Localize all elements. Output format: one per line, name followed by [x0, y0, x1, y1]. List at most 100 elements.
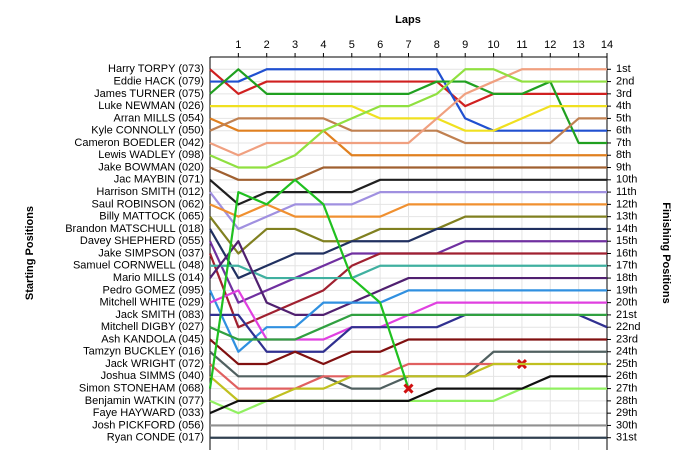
driver-label: Harry TORPY (073) — [108, 63, 204, 75]
x-tick-label: 6 — [377, 39, 383, 51]
x-tick-label: 5 — [349, 39, 355, 51]
driver-label: Ryan CONDE (017) — [107, 432, 204, 444]
y2-tick-label: 23rd — [616, 333, 638, 345]
driver-label: Pedro GOMEZ (095) — [103, 284, 204, 296]
position-line — [209, 68, 607, 157]
y2-tick-label: 10th — [616, 174, 637, 186]
position-line — [209, 313, 607, 341]
x-tick-label: 3 — [292, 39, 298, 51]
driver-label: Ash KANDOLA (045) — [101, 333, 204, 345]
y2-tick-label: 13th — [616, 211, 637, 223]
driver-label: Jake BOWMAN (020) — [98, 161, 204, 173]
driver-label: Cameron BOEDLER (042) — [74, 137, 204, 149]
x-tick-label: 10 — [487, 39, 499, 51]
y2-tick-label: 8th — [616, 149, 631, 161]
y2-tick-label: 4th — [616, 100, 631, 112]
position-line — [209, 362, 607, 402]
position-line — [209, 203, 607, 218]
driver-label: Saul ROBINSON (062) — [92, 198, 204, 210]
position-line — [209, 68, 607, 145]
position-line — [209, 190, 607, 231]
y2-tick-label: 5th — [616, 112, 631, 124]
x-tick-label: 2 — [264, 39, 270, 51]
driver-label: Mitchell DIGBY (027) — [101, 321, 204, 333]
driver-label: Jake SIMPSON (037) — [98, 247, 204, 259]
y2-tick-label: 20th — [616, 297, 637, 309]
x-tick-label: 8 — [434, 39, 440, 51]
x-tick-label: 13 — [573, 39, 585, 51]
driver-label: Eddie HACK (079) — [114, 75, 205, 87]
driver-label: Kyle CONNOLLY (050) — [91, 125, 204, 137]
driver-label: Billy MATTOCK (065) — [99, 211, 204, 223]
x-tick-label: 9 — [462, 39, 468, 51]
driver-label: James TURNER (075) — [94, 88, 204, 100]
x-tick-label: 14 — [601, 39, 613, 51]
y2-tick-label: 28th — [616, 395, 637, 407]
driver-label: Brandon MATSCHULL (018) — [65, 223, 204, 235]
y2-tick-label: 21st — [616, 309, 637, 321]
position-line — [209, 375, 607, 415]
y2-tick-label: 2nd — [616, 75, 634, 87]
y2-tick-label: 7th — [616, 137, 631, 149]
y2-tick-label: 16th — [616, 247, 637, 259]
y2-tick-label: 26th — [616, 370, 637, 382]
position-line — [209, 215, 607, 255]
position-line — [209, 68, 607, 108]
driver-label: Mitchell WHITE (029) — [99, 297, 204, 309]
y2-tick-label: 29th — [616, 407, 637, 419]
driver-label: Jack SMITH (083) — [115, 309, 204, 321]
y2-tick-label: 30th — [616, 419, 637, 431]
chart-title: Laps — [395, 14, 421, 26]
driver-label: Jack WRIGHT (072) — [105, 358, 204, 370]
retired-marker — [403, 383, 414, 394]
x-tick-label: 12 — [544, 39, 556, 51]
y2-tick-label: 31st — [616, 432, 637, 444]
y2-tick-label: 25th — [616, 358, 637, 370]
y2-tick-label: 3rd — [616, 88, 632, 100]
driver-label: Simon STONEHAM (068) — [79, 383, 204, 395]
y2-tick-label: 17th — [616, 260, 637, 272]
position-line — [209, 338, 607, 366]
y2-tick-label: 6th — [616, 125, 631, 137]
driver-label: Luke NEWMAN (026) — [98, 100, 204, 112]
position-line — [208, 252, 607, 329]
y2-tick-label: 15th — [616, 235, 637, 247]
x-tick-label: 1 — [235, 39, 241, 51]
position-line — [209, 68, 607, 169]
driver-label: Faye HAYWARD (033) — [93, 407, 204, 419]
position-line — [209, 166, 607, 181]
driver-label: Harrison SMITH (012) — [96, 186, 204, 198]
driver-label: Arran MILLS (054) — [114, 112, 204, 124]
y2-tick-label: 19th — [616, 284, 637, 296]
x-tick-label: 11 — [516, 39, 527, 51]
driver-label: Lewis WADLEY (098) — [98, 149, 204, 161]
driver-label: Joshua SIMMS (040) — [101, 370, 204, 382]
driver-label: Benjamin WATKIN (077) — [85, 395, 204, 407]
driver-label: Tamzyn BUCKLEY (016) — [83, 346, 204, 358]
driver-label: Mario MILLS (014) — [113, 272, 204, 284]
position-line — [209, 117, 607, 157]
position-line — [210, 68, 607, 132]
x-tick-label: 7 — [405, 39, 411, 51]
y2-tick-label: 1st — [616, 63, 631, 75]
driver-label: Josh PICKFORD (056) — [92, 419, 204, 431]
position-line — [209, 178, 607, 206]
y-axis-label: Starting Positions — [24, 206, 36, 300]
y2-tick-label: 22nd — [616, 321, 640, 333]
position-line — [210, 105, 607, 132]
y2-axis-label: Finishing Positions — [660, 202, 672, 303]
y2-tick-label: 18th — [616, 272, 637, 284]
position-line — [209, 289, 607, 353]
y2-tick-label: 27th — [616, 383, 637, 395]
y2-tick-label: 11th — [616, 186, 637, 198]
driver-label: Samuel CORNWELL (048) — [73, 260, 204, 272]
position-line — [209, 240, 607, 317]
y2-tick-label: 9th — [616, 161, 631, 173]
y2-tick-label: 14th — [616, 223, 637, 235]
position-line — [210, 264, 607, 280]
y2-tick-label: 24th — [616, 346, 637, 358]
driver-label: Jac MAYBIN (071) — [114, 174, 204, 186]
position-line — [209, 117, 607, 145]
x-tick-label: 4 — [320, 39, 326, 51]
